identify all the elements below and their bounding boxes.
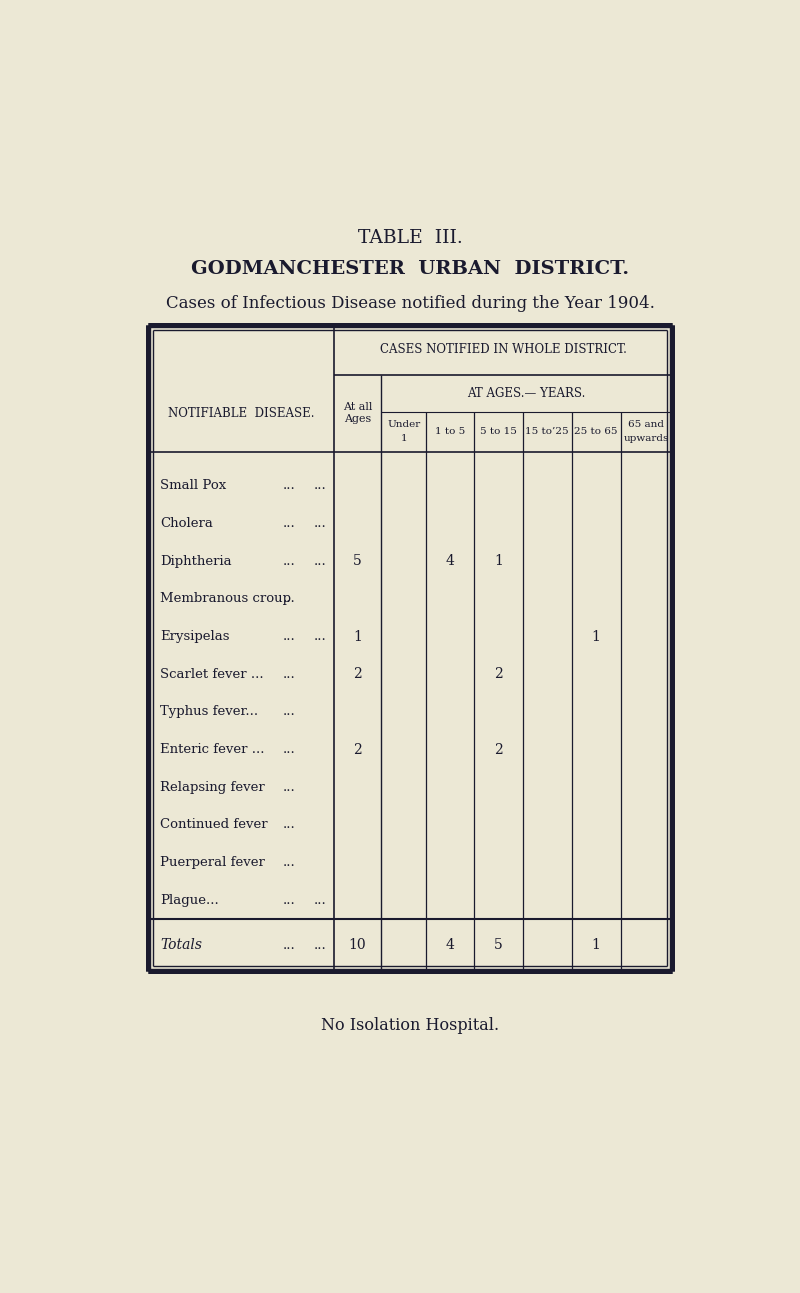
Text: ...: ... — [282, 517, 295, 530]
Text: 15 to’25: 15 to’25 — [526, 427, 569, 436]
Text: ...: ... — [282, 592, 295, 605]
Text: 10: 10 — [349, 939, 366, 952]
Text: Plague...: Plague... — [161, 893, 219, 906]
Text: ...: ... — [282, 706, 295, 719]
Text: 5 to 15: 5 to 15 — [480, 427, 517, 436]
Text: Membranous croup: Membranous croup — [161, 592, 291, 605]
Text: Scarlet fever ...: Scarlet fever ... — [161, 667, 264, 680]
Text: Diphtheria: Diphtheria — [161, 555, 232, 568]
Text: 2: 2 — [494, 742, 502, 756]
Text: ...: ... — [314, 893, 326, 906]
Text: Relapsing fever: Relapsing fever — [161, 781, 266, 794]
Text: Cases of Infectious Disease notified during the Year 1904.: Cases of Infectious Disease notified dur… — [166, 295, 654, 312]
Text: 4: 4 — [446, 555, 454, 568]
Text: 1: 1 — [353, 630, 362, 644]
Text: ...: ... — [282, 480, 295, 493]
Text: Enteric fever ...: Enteric fever ... — [161, 743, 265, 756]
Text: ...: ... — [282, 743, 295, 756]
Text: No Isolation Hospital.: No Isolation Hospital. — [321, 1016, 499, 1034]
Text: 1 to 5: 1 to 5 — [435, 427, 466, 436]
Text: 2: 2 — [494, 667, 502, 681]
Text: AT AGES.— YEARS.: AT AGES.— YEARS. — [467, 387, 586, 400]
Text: Continued fever: Continued fever — [161, 818, 268, 831]
Text: ...: ... — [314, 480, 326, 493]
Text: CASES NOTIFIED IN WHOLE DISTRICT.: CASES NOTIFIED IN WHOLE DISTRICT. — [379, 343, 626, 356]
Text: Under: Under — [387, 420, 421, 429]
Text: ...: ... — [282, 555, 295, 568]
Text: ...: ... — [282, 630, 295, 643]
Text: NOTIFIABLE  DISEASE.: NOTIFIABLE DISEASE. — [168, 406, 314, 420]
Text: GODMANCHESTER  URBAN  DISTRICT.: GODMANCHESTER URBAN DISTRICT. — [191, 260, 629, 278]
Text: ...: ... — [282, 856, 295, 869]
Text: ...: ... — [282, 818, 295, 831]
Text: 2: 2 — [353, 667, 362, 681]
Text: TABLE  III.: TABLE III. — [358, 229, 462, 247]
Text: At all: At all — [342, 402, 372, 412]
Text: 65 and: 65 and — [628, 420, 664, 429]
Text: 4: 4 — [446, 939, 454, 952]
Text: Erysipelas: Erysipelas — [161, 630, 230, 643]
Text: Totals: Totals — [161, 939, 202, 952]
Text: ...: ... — [282, 781, 295, 794]
Text: 2: 2 — [353, 742, 362, 756]
Text: 1: 1 — [494, 555, 502, 568]
Text: 1: 1 — [591, 939, 601, 952]
Text: ...: ... — [314, 630, 326, 643]
Text: Puerperal fever: Puerperal fever — [161, 856, 266, 869]
Text: Cholera: Cholera — [161, 517, 214, 530]
Text: ...: ... — [282, 939, 295, 952]
Text: 5: 5 — [494, 939, 502, 952]
Text: 5: 5 — [353, 555, 362, 568]
Text: 1: 1 — [591, 630, 601, 644]
Text: ...: ... — [282, 667, 295, 680]
Text: Typhus fever...: Typhus fever... — [161, 706, 258, 719]
Text: ...: ... — [314, 555, 326, 568]
Text: ...: ... — [314, 517, 326, 530]
Text: 25 to 65: 25 to 65 — [574, 427, 618, 436]
Text: Small Pox: Small Pox — [161, 480, 226, 493]
Text: upwards: upwards — [624, 434, 669, 443]
Text: ...: ... — [314, 939, 326, 952]
Text: ...: ... — [282, 893, 295, 906]
Text: 1: 1 — [401, 434, 407, 443]
Text: Ages: Ages — [344, 414, 371, 424]
